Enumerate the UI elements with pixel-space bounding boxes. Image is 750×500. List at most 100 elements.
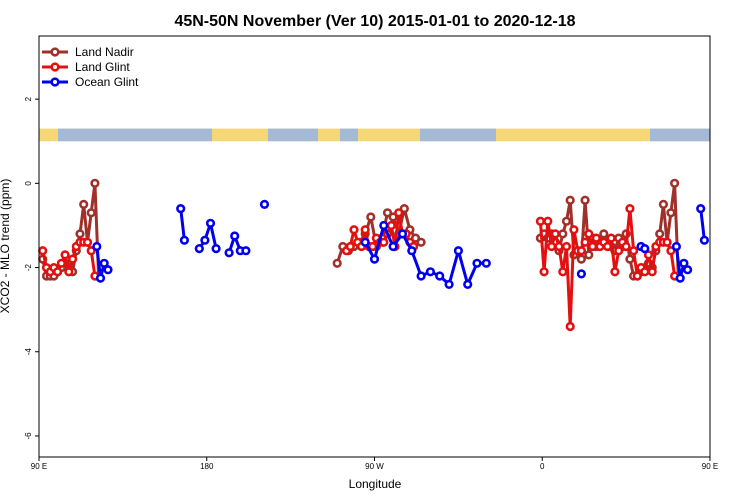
data-point bbox=[655, 229, 665, 239]
data-point bbox=[610, 267, 620, 277]
data-point bbox=[640, 267, 650, 277]
data-point bbox=[90, 178, 100, 188]
x-tick-label: 90 W bbox=[365, 462, 384, 471]
data-point bbox=[86, 246, 96, 256]
data-point bbox=[99, 258, 109, 268]
x-axis-label: Longitude bbox=[349, 477, 402, 491]
data-point bbox=[599, 229, 609, 239]
data-point bbox=[379, 237, 389, 247]
data-point bbox=[546, 241, 557, 252]
data-point bbox=[628, 246, 639, 256]
data-point bbox=[205, 218, 216, 228]
data-point bbox=[453, 246, 464, 256]
data-point bbox=[671, 241, 682, 252]
data-point bbox=[79, 199, 89, 209]
data-point bbox=[576, 246, 587, 256]
data-point bbox=[576, 254, 587, 264]
legend-swatch-marker bbox=[50, 47, 60, 57]
data-point bbox=[580, 237, 590, 247]
data-point bbox=[591, 233, 601, 243]
data-point bbox=[241, 246, 251, 256]
data-point bbox=[632, 271, 642, 281]
data-point bbox=[224, 248, 234, 258]
data-point bbox=[554, 241, 564, 252]
data-point bbox=[576, 269, 587, 279]
legend-label: Land Nadir bbox=[75, 45, 134, 59]
data-point bbox=[75, 229, 85, 239]
data-point bbox=[416, 237, 426, 247]
data-point bbox=[558, 229, 568, 239]
data-point bbox=[349, 225, 359, 235]
data-point bbox=[230, 231, 240, 241]
x-tick-label: 90 E bbox=[702, 462, 718, 471]
data-point bbox=[176, 204, 186, 214]
data-point bbox=[666, 208, 676, 218]
data-point bbox=[38, 246, 48, 256]
data-point bbox=[535, 216, 546, 226]
data-point bbox=[92, 241, 102, 252]
legend-swatch-marker bbox=[50, 62, 60, 72]
data-point bbox=[194, 244, 204, 254]
data-point bbox=[463, 279, 473, 290]
legend-label: Ocean Glint bbox=[75, 75, 139, 89]
data-point bbox=[666, 246, 676, 256]
y-axis: 2 0 -2 -4 -6 bbox=[24, 96, 39, 440]
data-point bbox=[675, 273, 685, 283]
data-point bbox=[640, 244, 650, 254]
series-line bbox=[198, 221, 218, 250]
x-tick-label: 180 bbox=[200, 462, 214, 471]
data-point bbox=[696, 204, 706, 214]
data-point bbox=[444, 279, 454, 290]
data-point bbox=[379, 220, 389, 231]
land-ocean-strip bbox=[39, 128, 710, 142]
chart-title: 45N-50N November (Ver 10) 2015-01-01 to … bbox=[174, 13, 575, 30]
series-line bbox=[699, 208, 706, 241]
data-point bbox=[95, 273, 106, 283]
data-point bbox=[366, 212, 376, 222]
data-point bbox=[388, 241, 398, 252]
data-point bbox=[679, 258, 689, 268]
data-point bbox=[658, 199, 669, 209]
legend-item: Land Glint bbox=[42, 60, 130, 74]
ocean-strip-band bbox=[58, 128, 212, 142]
data-point bbox=[332, 258, 342, 268]
data-point bbox=[643, 250, 654, 260]
data-point bbox=[410, 233, 421, 243]
series-layer bbox=[38, 178, 710, 332]
data-point bbox=[682, 265, 693, 275]
data-point bbox=[561, 216, 572, 226]
data-point bbox=[662, 237, 672, 247]
data-point bbox=[397, 229, 408, 239]
data-point bbox=[368, 241, 378, 252]
legend-swatch-marker bbox=[50, 77, 60, 87]
data-point bbox=[82, 237, 93, 247]
y-tick-label: -6 bbox=[24, 432, 33, 440]
ocean-strip-band bbox=[650, 128, 710, 142]
data-point bbox=[614, 246, 624, 256]
data-point bbox=[625, 254, 635, 264]
data-point bbox=[86, 208, 96, 218]
data-point bbox=[647, 267, 657, 277]
data-point bbox=[584, 229, 594, 239]
data-point bbox=[558, 267, 568, 277]
data-point bbox=[416, 271, 426, 281]
data-point bbox=[621, 241, 631, 252]
ocean-strip-band bbox=[420, 128, 496, 142]
series-line bbox=[179, 208, 186, 241]
data-point bbox=[360, 237, 370, 247]
data-point bbox=[435, 271, 445, 281]
y-axis-label: XCO2 - MLO trend (ppm) bbox=[0, 179, 12, 314]
data-point bbox=[625, 204, 635, 214]
data-point bbox=[52, 267, 63, 277]
data-point bbox=[481, 258, 491, 268]
data-point bbox=[569, 225, 579, 235]
data-point bbox=[472, 258, 482, 268]
data-point bbox=[179, 235, 189, 245]
data-point bbox=[386, 220, 396, 231]
data-point bbox=[669, 178, 680, 188]
ocean-strip-band bbox=[268, 128, 318, 142]
data-point bbox=[394, 208, 404, 218]
